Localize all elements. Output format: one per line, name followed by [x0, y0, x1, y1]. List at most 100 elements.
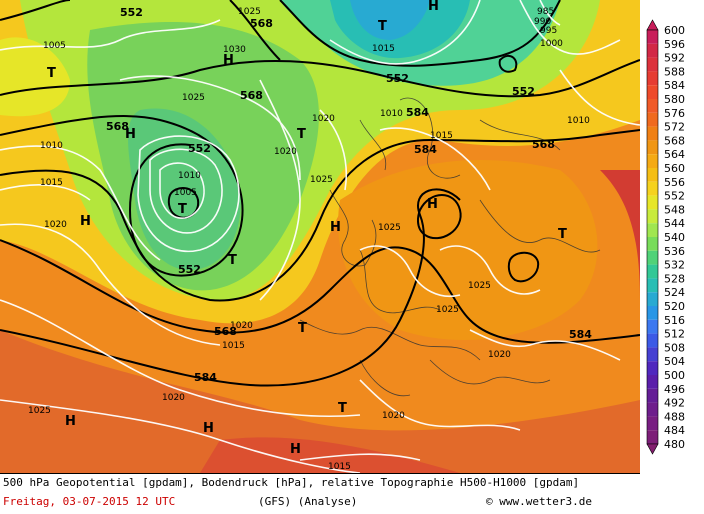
geopotential-label: 568 — [240, 89, 263, 102]
scale-bottom-arrow — [646, 443, 659, 455]
high-marker: H — [223, 53, 234, 68]
scale-swatch — [647, 99, 658, 113]
scale-swatch — [647, 154, 658, 168]
pressure-label: 1020 — [162, 393, 185, 403]
pressure-label: 1030 — [223, 45, 246, 55]
scale-swatch — [647, 333, 658, 348]
weather-map: T H T T T H H T T H T H H T H H H 552 56… — [0, 0, 640, 473]
scale-swatch — [647, 85, 658, 99]
temperature-zone-west — [0, 37, 70, 117]
scale-label: 544 — [664, 217, 685, 230]
pressure-isobars — [0, 0, 640, 473]
pressure-label: 1025 — [310, 175, 333, 185]
scale-swatch — [647, 195, 658, 210]
scale-swatch — [647, 402, 658, 417]
temperature-zone-540 — [128, 108, 241, 270]
pressure-label: 1005 — [43, 41, 66, 51]
temperature-zone-east — [600, 170, 640, 300]
pressure-label: 1025 — [436, 305, 459, 315]
color-scale-labels: 6005965925885845805765725685645605565525… — [664, 24, 685, 451]
geopotential-label: 568 — [214, 325, 237, 338]
geopotential-label: 584 — [569, 328, 592, 341]
temperature-zone-524 — [350, 0, 430, 40]
pressure-label: 1015 — [222, 341, 245, 351]
scale-swatch — [647, 416, 658, 431]
temperature-zone-568 — [338, 160, 598, 340]
scale-label: 576 — [664, 107, 685, 120]
scale-swatch — [647, 250, 658, 265]
scale-swatch — [647, 112, 658, 127]
scale-label: 588 — [664, 65, 685, 78]
scale-swatch — [647, 278, 658, 293]
caption-model: (GFS) (Analyse) — [258, 495, 357, 508]
pressure-label: 1020 — [312, 114, 335, 124]
low-marker: T — [298, 321, 307, 336]
color-scale-swatches — [646, 19, 659, 455]
scale-swatch — [647, 223, 658, 237]
scale-label: 584 — [664, 79, 685, 92]
scale-swatch — [647, 71, 658, 86]
caption-datetime: Freitag, 03-07-2015 12 UTC — [3, 495, 175, 508]
scale-label: 516 — [664, 314, 685, 327]
scale-label: 600 — [664, 24, 685, 37]
pressure-label: 1010 — [380, 109, 403, 119]
scale-swatch — [647, 347, 658, 362]
geopotential-contours — [0, 0, 640, 387]
scale-swatch — [647, 375, 658, 389]
pressure-label: 1025 — [468, 281, 491, 291]
scale-label: 512 — [664, 328, 685, 341]
scale-label: 596 — [664, 38, 685, 51]
scale-label: 556 — [664, 176, 685, 189]
scale-label: 500 — [664, 369, 685, 382]
geopotential-label: 568 — [250, 17, 273, 30]
pressure-label: 1020 — [44, 220, 67, 230]
high-marker: H — [65, 414, 76, 429]
caption-description: 500 hPa Geopotential [gpdam], Bodendruck… — [3, 476, 580, 489]
scale-swatch — [647, 126, 658, 141]
credit-link[interactable]: www.wetter3.de — [499, 495, 592, 508]
pressure-label: 1010 — [40, 141, 63, 151]
analysis-label: (Analyse) — [297, 495, 358, 508]
scale-swatch — [647, 30, 658, 44]
pressure-label: 995 — [540, 26, 557, 36]
geopotential-label: 568 — [106, 120, 129, 133]
pressure-label: 1020 — [274, 147, 297, 157]
scale-label: 580 — [664, 93, 685, 106]
color-scale-legend: 600 596 592 588 584 580 576 572 568 564 560 556 552 5… — [640, 0, 704, 473]
color-scale: 6005965925885845805765725685645605565525… — [646, 19, 685, 455]
scale-label: 572 — [664, 121, 685, 134]
low-marker: T — [47, 66, 56, 81]
scale-label: 548 — [664, 203, 685, 216]
pressure-label: 1005 — [174, 188, 197, 198]
scale-label: 524 — [664, 286, 685, 299]
pressure-label: 1010 — [567, 116, 590, 126]
scale-label: 560 — [664, 162, 685, 175]
scale-swatch — [647, 168, 658, 182]
low-marker: T — [558, 227, 567, 242]
caption-date: Freitag, 03-07-2015 — [3, 495, 129, 508]
geopotential-label: 552 — [120, 6, 143, 19]
pressure-label: 1015 — [328, 462, 351, 472]
high-marker: H — [125, 127, 136, 142]
geopotential-label: 552 — [188, 142, 211, 155]
high-marker: H — [427, 197, 438, 212]
high-marker: H — [330, 220, 341, 235]
scale-swatch — [647, 306, 658, 320]
scale-label: 488 — [664, 410, 685, 423]
caption-time: 12 UTC — [135, 495, 176, 508]
scale-label: 504 — [664, 355, 685, 368]
scale-swatch — [647, 319, 658, 334]
pressure-label: 1010 — [178, 171, 201, 181]
low-marker: T — [297, 127, 306, 142]
scale-swatch — [647, 181, 658, 196]
scale-swatch — [647, 264, 658, 279]
high-marker: H — [428, 0, 439, 14]
scale-label: 484 — [664, 424, 685, 437]
scale-swatch — [647, 430, 658, 444]
scale-label: 592 — [664, 52, 685, 65]
pressure-label: 1020 — [488, 350, 511, 360]
scale-label: 552 — [664, 190, 685, 203]
scale-swatch — [647, 237, 658, 251]
geopotential-label: 568 — [532, 138, 555, 151]
pressure-label: 1015 — [430, 131, 453, 141]
